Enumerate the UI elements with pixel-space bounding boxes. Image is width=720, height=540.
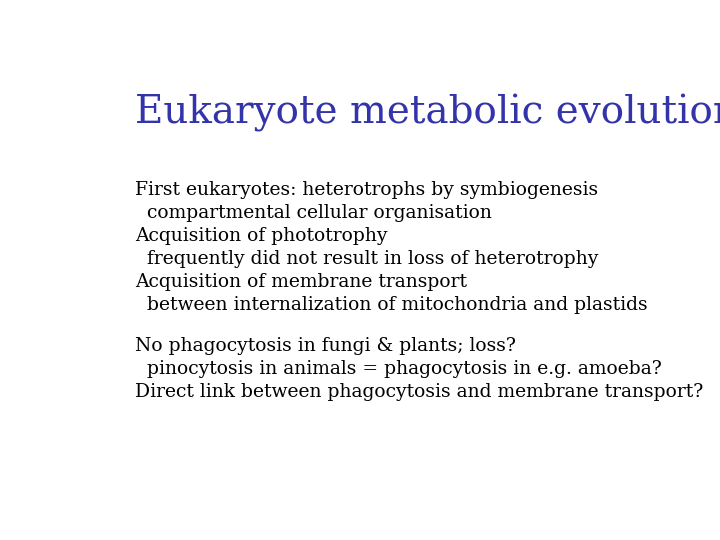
Text: between internalization of mitochondria and plastids: between internalization of mitochondria … [135,295,647,314]
Text: Eukaryote metabolic evolution: Eukaryote metabolic evolution [135,94,720,132]
Text: Direct link between phagocytosis and membrane transport?: Direct link between phagocytosis and mem… [135,383,703,401]
Text: frequently did not result in loss of heterotrophy: frequently did not result in loss of het… [135,250,598,268]
Text: Acquisition of membrane transport: Acquisition of membrane transport [135,273,467,291]
Text: No phagocytosis in fungi & plants; loss?: No phagocytosis in fungi & plants; loss? [135,337,516,355]
Text: First eukaryotes: heterotrophs by symbiogenesis: First eukaryotes: heterotrophs by symbio… [135,181,598,199]
Text: Acquisition of phototrophy: Acquisition of phototrophy [135,227,387,245]
Text: compartmental cellular organisation: compartmental cellular organisation [135,204,492,222]
Text: pinocytosis in animals = phagocytosis in e.g. amoeba?: pinocytosis in animals = phagocytosis in… [135,360,662,378]
